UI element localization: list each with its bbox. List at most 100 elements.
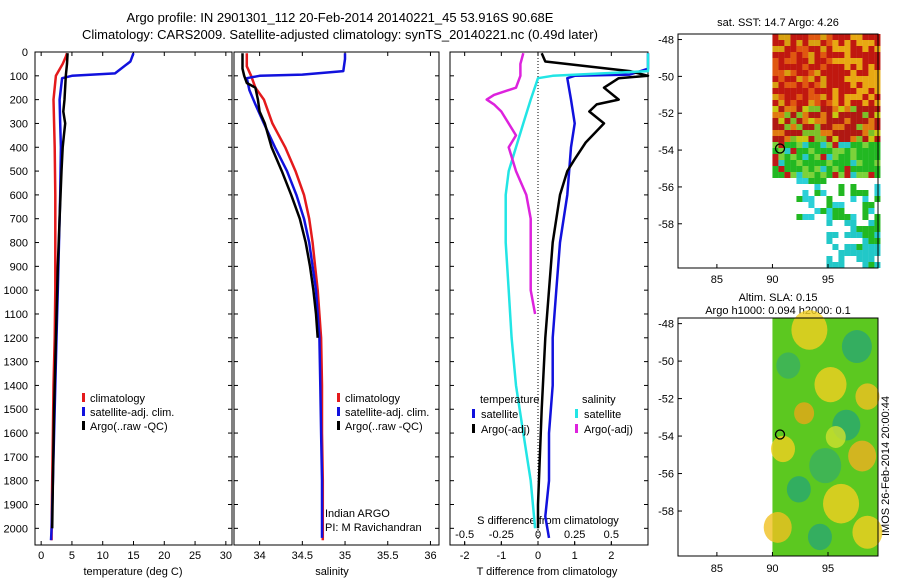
sla-anomaly-patch: [763, 512, 792, 543]
sst-cell: [832, 202, 839, 208]
sst-cell: [808, 160, 815, 166]
sst-cell: [844, 76, 851, 82]
sst-cell: [862, 250, 869, 256]
sst-cell: [856, 154, 863, 160]
sst-cell: [838, 208, 845, 214]
sst-cell: [790, 64, 797, 70]
lat-tick-label: -56: [658, 469, 674, 481]
sst-cell: [820, 106, 827, 112]
sst-cell: [814, 178, 821, 184]
sst-cell: [832, 244, 839, 250]
sla-anomaly-patch: [848, 440, 877, 472]
sst-cell: [778, 64, 785, 70]
legend-swatch: [575, 409, 578, 418]
sst-cell: [874, 184, 881, 190]
sst-cell: [814, 52, 821, 58]
sst-cell: [850, 136, 857, 142]
sst-cell: [862, 34, 869, 40]
sst-cell: [862, 82, 869, 88]
sst-cell: [808, 214, 815, 220]
sst-cell: [874, 70, 881, 76]
temperature-axis-label: temperature (deg C): [83, 566, 182, 578]
sst-cell: [844, 124, 851, 130]
depth-tick-label: 1900: [4, 500, 28, 512]
sst-cell: [874, 166, 881, 172]
sst-cell: [796, 40, 803, 46]
sst-cell: [832, 154, 839, 160]
sst-cell: [844, 130, 851, 136]
sst-cell: [838, 130, 845, 136]
legend-label: satellite-adj. clim.: [345, 407, 429, 419]
sst-cell: [868, 34, 875, 40]
sst-cell: [772, 112, 779, 118]
sst-cell: [778, 136, 785, 142]
sla-anomaly-patch: [825, 426, 846, 448]
t-diff-axis-label: T difference from climatology: [477, 566, 618, 578]
sst-cell: [784, 64, 791, 70]
sst-cell: [772, 106, 779, 112]
sst-cell: [790, 148, 797, 154]
x-tick-label: 36: [424, 550, 436, 562]
sst-cell: [826, 118, 833, 124]
depth-tick-label: 1400: [4, 380, 28, 392]
x-tick-label: 0: [38, 550, 44, 562]
sst-cell: [784, 106, 791, 112]
sst-cell: [850, 76, 857, 82]
lat-tick-label: -56: [658, 182, 674, 194]
sst-cell: [838, 184, 845, 190]
sst-cell: [832, 214, 839, 220]
sst-cell: [874, 148, 881, 154]
sst-cell: [862, 88, 869, 94]
sst-cell: [874, 226, 881, 232]
sst-cell: [844, 148, 851, 154]
sst-cell: [874, 232, 881, 238]
sst-cell: [826, 46, 833, 52]
sst-cell: [868, 64, 875, 70]
sst-cell: [832, 100, 839, 106]
sst-cell: [838, 46, 845, 52]
salinity-axis-label: salinity: [315, 566, 349, 578]
sst-cell: [874, 124, 881, 130]
sst-cell: [856, 142, 863, 148]
sst-cell: [796, 154, 803, 160]
sst-cell: [868, 148, 875, 154]
sst-cell: [802, 154, 809, 160]
sst-cell: [808, 34, 815, 40]
sst-cell: [868, 52, 875, 58]
sst-cell: [808, 70, 815, 76]
sst-cell: [814, 160, 821, 166]
sst-cell: [796, 124, 803, 130]
sst-cell: [874, 34, 881, 40]
sst-cell: [802, 172, 809, 178]
sst-cell: [808, 124, 815, 130]
sst-cell: [772, 166, 779, 172]
sst-cell: [802, 142, 809, 148]
sst-cell: [796, 82, 803, 88]
sla-map-title: Altim. SLA: 0.15: [739, 292, 818, 304]
sst-cell: [874, 76, 881, 82]
sst-cell: [874, 58, 881, 64]
sst-cell: [808, 130, 815, 136]
sst-cell: [808, 58, 815, 64]
lat-tick-label: -58: [658, 219, 674, 231]
sst-cell: [856, 130, 863, 136]
legend-label: climatology: [345, 393, 401, 405]
sst-cell: [820, 58, 827, 64]
sst-cell: [838, 106, 845, 112]
sst-cell: [850, 130, 857, 136]
figure-title-line2: Climatology: CARS2009. Satellite-adjuste…: [82, 27, 598, 42]
sst-cell: [826, 76, 833, 82]
sst-cell: [814, 88, 821, 94]
sst-cell: [790, 112, 797, 118]
lat-tick-label: -50: [658, 356, 674, 368]
sst-cell: [832, 232, 839, 238]
sst-cell: [856, 136, 863, 142]
sst-cell: [850, 70, 857, 76]
sst-cell: [844, 58, 851, 64]
sst-cell: [808, 118, 815, 124]
sst-cell: [856, 226, 863, 232]
sst-cell: [802, 214, 809, 220]
sst-cell: [802, 166, 809, 172]
sst-cell: [856, 256, 863, 262]
